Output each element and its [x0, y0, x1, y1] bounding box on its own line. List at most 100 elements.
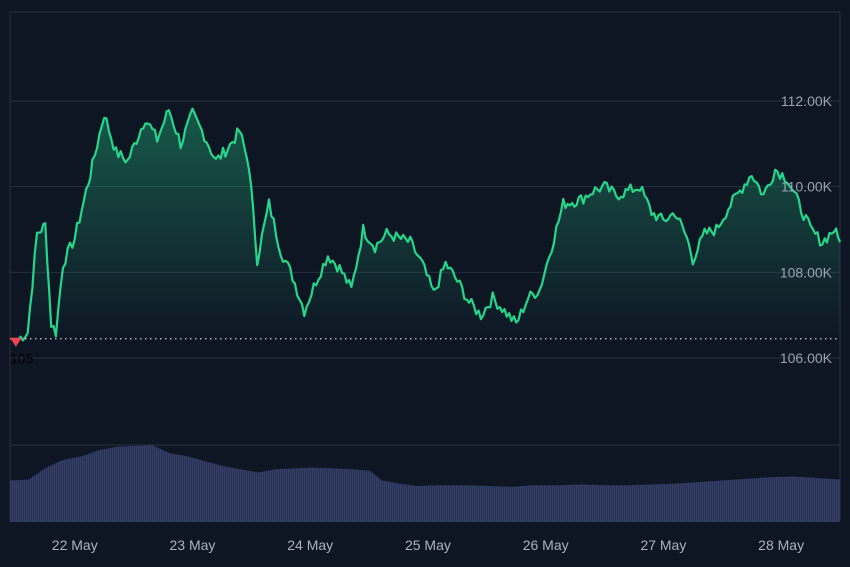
volume-bar: [714, 480, 716, 522]
price-line-layer[interactable]: [15, 107, 842, 342]
volume-bar: [494, 486, 496, 522]
volume-bar: [660, 484, 662, 522]
volume-bar: [82, 455, 84, 522]
volume-bar: [578, 484, 580, 522]
volume-bar: [190, 457, 192, 522]
volume-bar: [408, 484, 410, 522]
volume-bar: [312, 467, 314, 522]
volume-bar: [684, 483, 686, 522]
volume-bar: [326, 468, 328, 522]
volume-bar: [576, 484, 578, 522]
volume-bar: [712, 481, 714, 522]
volume-bar: [290, 468, 292, 522]
volume-bar: [322, 468, 324, 522]
volume-bar: [58, 461, 60, 522]
volume-bar: [126, 446, 128, 522]
volume-bar: [686, 482, 688, 522]
volume-bar: [670, 483, 672, 522]
volume-bar: [282, 468, 284, 522]
volume-bar: [84, 455, 86, 522]
volume-bar: [340, 468, 342, 522]
volume-bar: [14, 480, 16, 522]
volume-bar: [266, 470, 268, 522]
volume-bar: [36, 473, 38, 522]
volume-bar: [366, 470, 368, 522]
volume-bar: [392, 482, 394, 522]
volume-bar: [304, 467, 306, 522]
volume-bar: [274, 469, 276, 522]
price-area-fill: [15, 108, 840, 341]
volume-bar: [688, 482, 690, 522]
volume-bar: [390, 482, 392, 522]
volume-bar: [482, 485, 484, 522]
volume-bar: [164, 450, 166, 522]
volume-bar: [700, 481, 702, 522]
volume-bar: [268, 470, 270, 522]
volume-bar: [198, 459, 200, 522]
volume-bar: [184, 455, 186, 522]
volume-bar: [524, 485, 526, 522]
volume-bar: [764, 477, 766, 522]
y-tick-label: 106.00K: [780, 350, 833, 366]
volume-bar: [800, 476, 802, 522]
volume-bar: [68, 458, 70, 522]
volume-bar: [434, 485, 436, 522]
volume-bar: [830, 478, 832, 522]
volume-bar: [50, 465, 52, 522]
volume-bar: [548, 485, 550, 522]
volume-bar: [20, 479, 22, 522]
volume-bar: [522, 486, 524, 522]
volume-bar: [450, 485, 452, 522]
volume-bar: [798, 476, 800, 522]
volume-bar: [220, 465, 222, 522]
volume-bar: [760, 477, 762, 522]
volume-bar: [734, 479, 736, 522]
volume-bar: [26, 479, 28, 522]
volume-bar: [542, 485, 544, 522]
volume-bar: [502, 486, 504, 522]
volume-bar: [334, 468, 336, 522]
volume-bar: [98, 450, 100, 522]
volume-bar: [420, 485, 422, 522]
volume-bar: [426, 485, 428, 522]
volume-bar: [724, 480, 726, 522]
volume-bar: [612, 485, 614, 522]
volume-bar: [230, 467, 232, 522]
volume-bar: [242, 469, 244, 522]
volume-bar: [546, 485, 548, 522]
volume-bar: [244, 470, 246, 522]
volume-bar: [172, 453, 174, 522]
volume-bar: [112, 447, 114, 522]
volume-bar: [358, 469, 360, 522]
volume-bar: [668, 483, 670, 522]
volume-bar: [280, 468, 282, 522]
volume-bar: [48, 466, 50, 522]
volume-bar: [22, 479, 24, 522]
volume-bar: [396, 483, 398, 522]
volume-bar: [254, 471, 256, 522]
volume-bar: [752, 478, 754, 522]
volume-bar: [344, 468, 346, 522]
volume-bar: [202, 460, 204, 522]
y-tick-label: 110.00K: [781, 179, 833, 195]
volume-bar: [54, 463, 56, 522]
volume-bar: [178, 454, 180, 522]
volume-bar: [614, 485, 616, 522]
volume-bar: [740, 479, 742, 522]
volume-bar: [540, 485, 542, 522]
volume-bar: [352, 469, 354, 522]
volume-bar: [108, 448, 110, 522]
volume-bar: [572, 484, 574, 522]
volume-bar: [448, 485, 450, 522]
price-line[interactable]: [15, 107, 842, 342]
volume-bar: [354, 469, 356, 522]
volume-bar: [336, 468, 338, 522]
volume-bar: [792, 476, 794, 522]
volume-bar: [680, 483, 682, 522]
volume-bar: [692, 482, 694, 522]
volume-bar: [600, 485, 602, 522]
volume-bar: [458, 485, 460, 522]
volume-bar: [412, 485, 414, 522]
volume-bar: [314, 467, 316, 522]
